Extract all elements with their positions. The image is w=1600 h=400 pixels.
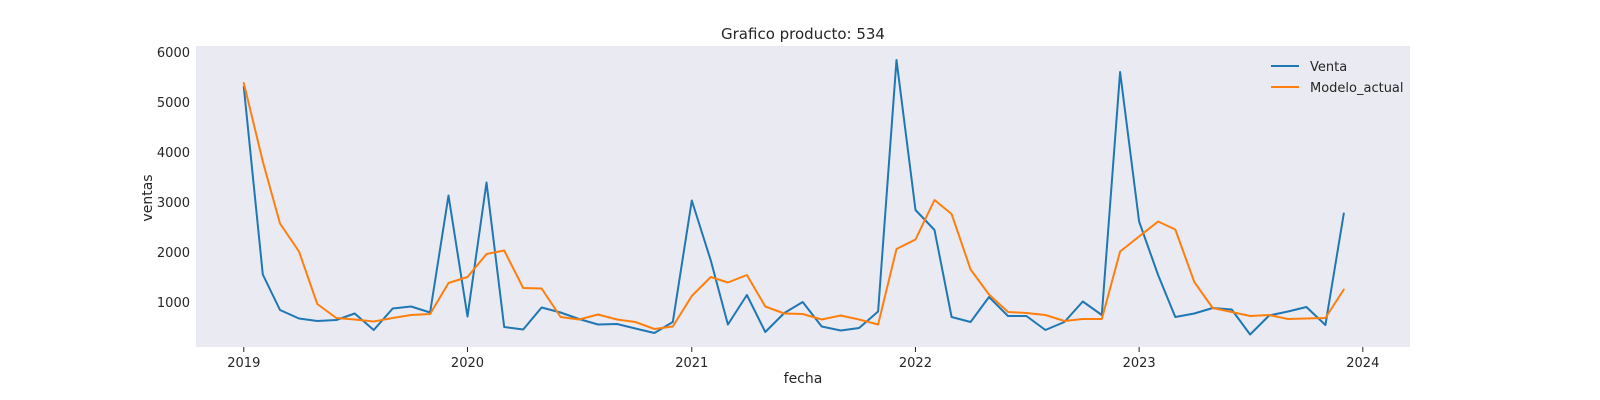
y-tick-label: 3000 <box>157 196 190 211</box>
series-line-modelo-actual <box>242 82 1345 330</box>
y-tick-label: 4000 <box>157 146 190 161</box>
y-tick-label: 5000 <box>157 96 190 111</box>
x-tick-label: 2022 <box>899 356 932 371</box>
chart-title: Grafico producto: 534 <box>721 25 885 43</box>
series-lines <box>242 59 1345 336</box>
legend: Venta Modelo_actual <box>1271 60 1404 96</box>
x-tick-label: 2023 <box>1123 356 1156 371</box>
y-axis-ticks: 1000 2000 3000 4000 5000 6000 <box>157 46 190 311</box>
y-tick-label: 6000 <box>157 46 190 61</box>
plot-area <box>196 46 1410 347</box>
x-tick-label: 2019 <box>227 356 260 371</box>
x-axis-label: fecha <box>784 371 823 387</box>
x-tick-label: 2021 <box>675 356 708 371</box>
x-tick-label: 2024 <box>1346 356 1379 371</box>
y-tick-label: 1000 <box>157 296 190 311</box>
legend-label: Venta <box>1310 60 1347 75</box>
y-axis-label: ventas <box>140 174 156 221</box>
x-axis-ticks: 2019 2020 2021 2022 2023 2024 <box>227 347 1379 371</box>
legend-label: Modelo_actual <box>1310 81 1404 96</box>
x-tick-label: 2020 <box>451 356 484 371</box>
series-line-venta <box>242 59 1345 336</box>
y-tick-label: 2000 <box>157 246 190 261</box>
